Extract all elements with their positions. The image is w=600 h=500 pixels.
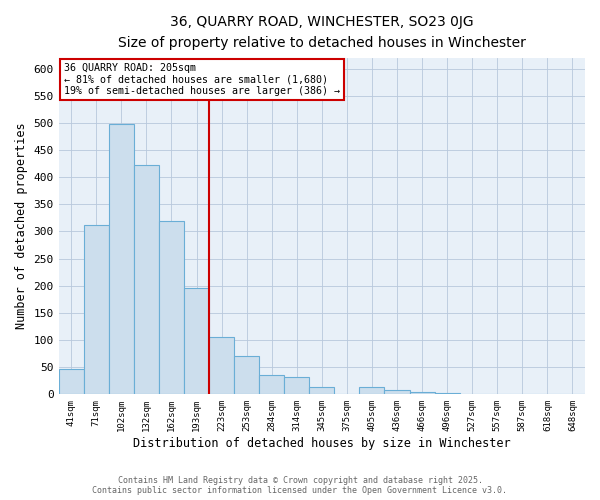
- Text: Contains HM Land Registry data © Crown copyright and database right 2025.
Contai: Contains HM Land Registry data © Crown c…: [92, 476, 508, 495]
- Bar: [159, 220, 184, 394]
- Title: 36, QUARRY ROAD, WINCHESTER, SO23 0JG
Size of property relative to detached hous: 36, QUARRY ROAD, WINCHESTER, SO23 0JG Si…: [118, 15, 526, 50]
- Bar: [434, 393, 460, 394]
- Bar: [284, 377, 310, 394]
- Bar: [234, 356, 259, 395]
- Bar: [134, 164, 159, 394]
- Bar: [209, 338, 234, 394]
- Bar: [359, 386, 385, 394]
- Bar: [184, 288, 209, 395]
- X-axis label: Distribution of detached houses by size in Winchester: Distribution of detached houses by size …: [133, 437, 511, 450]
- Bar: [59, 369, 84, 394]
- Bar: [310, 386, 334, 394]
- Bar: [84, 225, 109, 394]
- Text: 36 QUARRY ROAD: 205sqm
← 81% of detached houses are smaller (1,680)
19% of semi-: 36 QUARRY ROAD: 205sqm ← 81% of detached…: [64, 63, 340, 96]
- Y-axis label: Number of detached properties: Number of detached properties: [15, 122, 28, 330]
- Bar: [259, 376, 284, 394]
- Bar: [385, 390, 410, 394]
- Bar: [109, 124, 134, 394]
- Bar: [410, 392, 434, 394]
